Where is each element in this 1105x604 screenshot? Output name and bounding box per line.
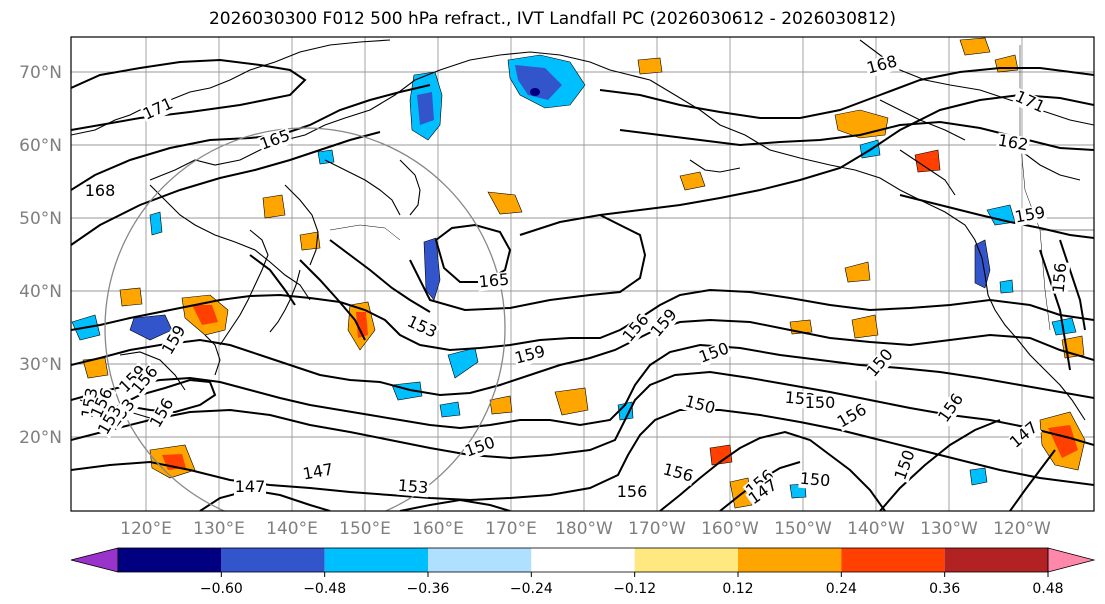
graticule — [71, 37, 1094, 511]
lon-tick-label: 130°W — [920, 519, 978, 539]
contour-label-bg — [892, 447, 919, 484]
lon-tick-label: 170°E — [485, 519, 537, 539]
contour-label-bg — [1012, 204, 1048, 227]
colorbar-tick-label: −0.36 — [407, 581, 450, 597]
lon-tick-label: 160°E — [412, 519, 464, 539]
colorbar-segment — [531, 548, 635, 572]
ivt-shading — [71, 37, 1086, 509]
contour-label-bg — [682, 393, 718, 418]
contour-label-bg — [116, 362, 151, 397]
lon-tick-label: 150°E — [339, 519, 391, 539]
contour-label-bg — [798, 470, 832, 491]
lat-tick-label: 60°N — [19, 136, 62, 156]
contour-label-bg — [462, 434, 499, 461]
contour-label-bg — [147, 395, 178, 432]
latitude-labels: 70°N 60°N 50°N 40°N 30°N 20°N — [19, 63, 62, 448]
contour-label-bg — [396, 477, 430, 498]
contour-label-bg — [995, 132, 1031, 155]
contour-label-bg — [696, 340, 733, 367]
contour-label-bg — [647, 305, 682, 342]
colorbar-extend-high — [1047, 547, 1096, 573]
contour-label-bg — [804, 395, 836, 412]
contour-label-bg — [234, 479, 266, 496]
lon-tick-label: 160°W — [701, 519, 759, 539]
contour-label-bg — [1011, 87, 1048, 117]
lon-tick-label: 140°W — [847, 519, 905, 539]
colorbar-extend-low — [70, 547, 119, 573]
lat-tick-label: 50°N — [19, 209, 62, 229]
colorbar-tick-label: 0.12 — [722, 581, 753, 597]
colorbar: −0.60 −0.48 −0.36 −0.24 −0.12 0.12 0.24 0.36 0.4… — [70, 547, 1096, 597]
contour-label: 168 — [85, 181, 116, 200]
longitude-labels: 120°E 130°E 140°E 150°E 160°E 170°E 180°W 170°W… — [120, 519, 1051, 539]
contour-label-bg — [864, 53, 900, 78]
contour-label: 153 — [397, 476, 429, 498]
contour-label: 156 — [617, 482, 648, 501]
colorbar-segment — [118, 548, 222, 572]
contour-label: 150 — [799, 469, 831, 491]
contour-label-bg — [512, 343, 548, 368]
contour-label-bg — [95, 402, 126, 439]
colorbar-segment — [324, 548, 428, 572]
lon-tick-label: 150°W — [774, 519, 832, 539]
lat-tick-label: 70°N — [19, 63, 62, 83]
contour-label-bg — [159, 322, 190, 359]
contour-label-bg — [834, 401, 871, 432]
contour-label-bg — [935, 390, 968, 427]
contour-label: 165 — [478, 270, 510, 292]
contour-label-bg — [87, 385, 117, 422]
contour-label-bg — [863, 345, 898, 382]
contour-label-bg — [619, 310, 654, 347]
contour-label-bg — [616, 484, 648, 501]
lat-tick-label: 30°N — [19, 355, 62, 375]
lon-tick-label: 120°E — [120, 519, 172, 539]
colorbar-segment — [841, 548, 945, 572]
lon-tick-label: 170°W — [628, 519, 686, 539]
colorbar-tick-label: −0.24 — [510, 581, 553, 597]
contour-label-bg — [140, 94, 177, 124]
lon-tick-label: 140°E — [266, 519, 318, 539]
colorbar-tick-label: −0.12 — [613, 581, 656, 597]
contour-label-bg — [403, 312, 440, 342]
contour-label-bg — [300, 461, 336, 484]
colorbar-frame — [117, 547, 1049, 573]
colorbar-tick-label: 0.48 — [1032, 581, 1063, 597]
colorbar-tick-label: −0.60 — [200, 581, 243, 597]
colorbar-segment — [428, 548, 532, 572]
contour-label: 156 — [1049, 262, 1071, 294]
contour-label-bg — [660, 461, 696, 486]
lon-tick-label: 130°E — [193, 519, 245, 539]
contour-label: 150 — [805, 393, 836, 412]
contour-label: 147 — [235, 477, 266, 496]
map-title: 2026030300 F012 500 hPa refract., IVT La… — [208, 9, 896, 29]
contour-label-bg — [1006, 418, 1043, 453]
lat-tick-label: 40°N — [19, 282, 62, 302]
lon-tick-label: 180°W — [555, 519, 613, 539]
lon-tick-label: 120°W — [993, 519, 1051, 539]
contour-label-bg — [477, 271, 511, 292]
map-frame — [70, 36, 1095, 512]
contour-label-bg — [128, 362, 163, 399]
colorbar-segment — [944, 548, 1048, 572]
contour-label-bg — [84, 183, 116, 200]
colorbar-segment — [634, 548, 738, 572]
colorbar-tick-label: 0.24 — [826, 581, 857, 597]
colorbar-segment — [738, 548, 842, 572]
contour-label-bg — [257, 127, 294, 154]
lat-tick-label: 20°N — [19, 428, 62, 448]
colorbar-segment — [221, 548, 325, 572]
contour-label-bg — [745, 476, 782, 509]
colorbar-tick-label: −0.48 — [303, 581, 346, 597]
contour-label-bg — [1050, 261, 1071, 295]
landfall-region-circle — [104, 127, 506, 511]
colorbar-tick-label: 0.36 — [929, 581, 960, 597]
